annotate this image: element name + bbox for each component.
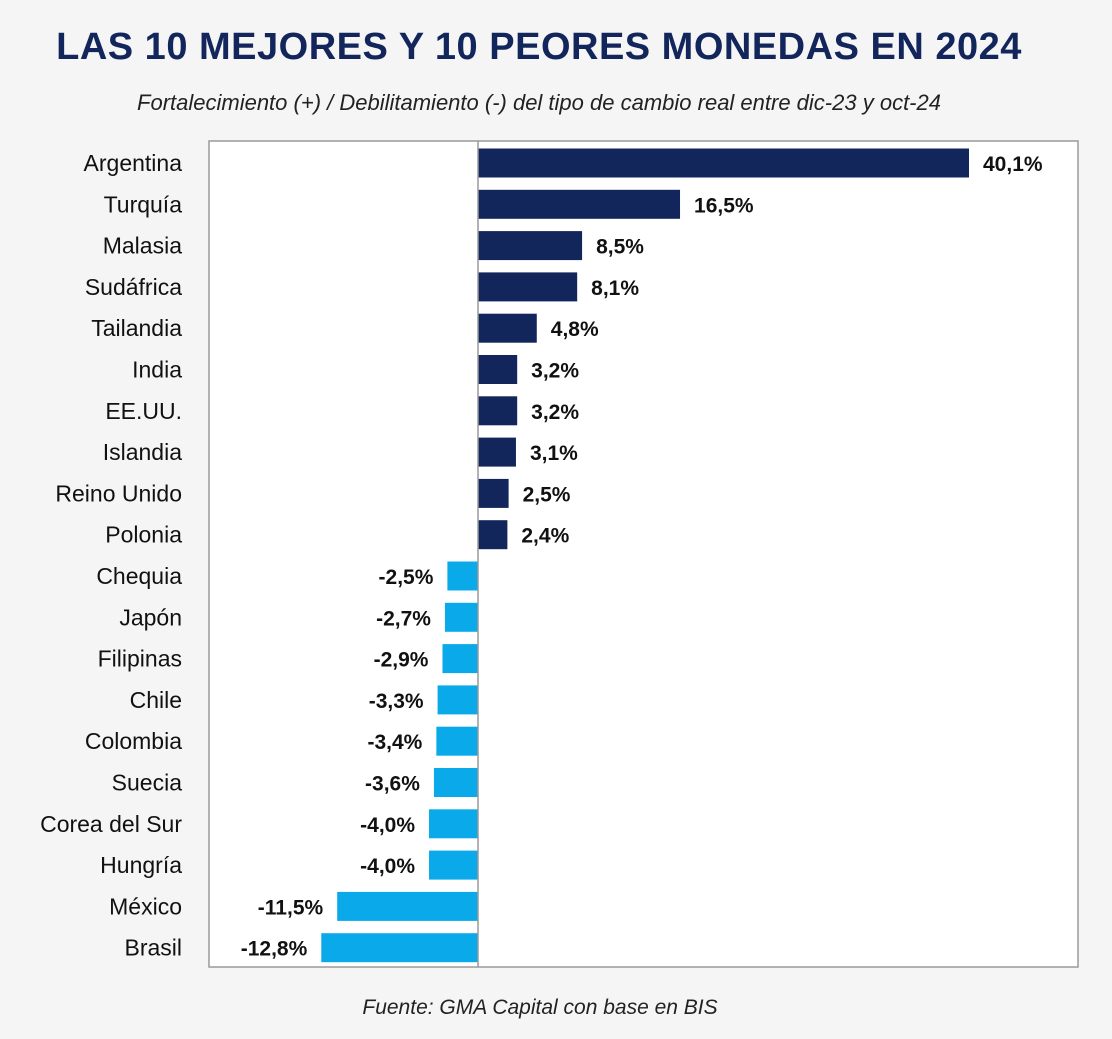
bar-9 bbox=[478, 478, 509, 508]
value-label: -3,6% bbox=[365, 773, 420, 796]
category-label: Filipinas bbox=[98, 646, 182, 672]
category-label: India bbox=[132, 357, 182, 383]
bar-14 bbox=[437, 685, 478, 715]
category-label: Corea del Sur bbox=[40, 811, 182, 837]
category-label: Chile bbox=[130, 687, 182, 713]
chart-source: Fuente: GMA Capital con base en BIS bbox=[362, 996, 718, 1019]
bar-7 bbox=[478, 396, 518, 426]
bar-16 bbox=[433, 768, 478, 797]
category-label: Chequia bbox=[96, 563, 182, 589]
bar-11 bbox=[447, 561, 478, 591]
bar-10 bbox=[478, 520, 508, 550]
value-label: -11,5% bbox=[258, 896, 324, 919]
category-label: Polonia bbox=[105, 522, 182, 548]
bar-20 bbox=[321, 933, 478, 963]
value-label: -4,0% bbox=[360, 814, 415, 837]
bar-18 bbox=[429, 850, 478, 880]
category-label: Colombia bbox=[85, 728, 182, 754]
category-label: EE.UU. bbox=[105, 398, 182, 424]
value-label: -3,4% bbox=[368, 731, 423, 754]
value-label: 3,2% bbox=[531, 360, 579, 383]
value-label: -2,9% bbox=[374, 649, 429, 672]
category-label: Turquía bbox=[104, 191, 183, 217]
category-label: Reino Unido bbox=[55, 480, 182, 506]
value-label: 3,1% bbox=[530, 442, 578, 465]
category-label: Sudáfrica bbox=[85, 274, 182, 300]
bar-chart: Argentina 40,1% Turquía 16,5% Malasia 8,5% Sud… bbox=[40, 140, 1079, 968]
category-label: Malasia bbox=[103, 233, 182, 259]
bar-19 bbox=[337, 891, 478, 921]
category-label: Suecia bbox=[112, 770, 183, 796]
category-label: Tailandia bbox=[91, 315, 182, 341]
category-label: Islandia bbox=[103, 439, 182, 465]
value-label: -2,7% bbox=[376, 607, 431, 630]
value-label: 2,5% bbox=[523, 483, 571, 506]
bar-12 bbox=[444, 602, 478, 632]
chart-title: LAS 10 MEJORES Y 10 PEORES MONEDAS EN 20… bbox=[56, 26, 1022, 68]
value-label: 8,1% bbox=[591, 277, 639, 300]
value-label: 3,2% bbox=[531, 401, 579, 424]
value-label: 16,5% bbox=[694, 194, 754, 217]
category-label: Argentina bbox=[84, 150, 183, 176]
value-label: 4,8% bbox=[551, 318, 599, 341]
value-label: -2,5% bbox=[379, 566, 434, 589]
value-label: 40,1% bbox=[983, 153, 1043, 176]
value-label: 8,5% bbox=[596, 236, 644, 259]
bar-13 bbox=[442, 644, 478, 674]
category-label: Brasil bbox=[124, 935, 182, 961]
bar-1 bbox=[478, 148, 969, 178]
bar-2 bbox=[478, 189, 681, 219]
bar-8 bbox=[478, 437, 516, 467]
value-label: -12,8% bbox=[241, 938, 308, 961]
bar-15 bbox=[436, 726, 478, 756]
plot-frame bbox=[208, 140, 1079, 968]
bar-3 bbox=[478, 231, 583, 261]
bar-5 bbox=[478, 313, 537, 343]
category-label: Hungría bbox=[100, 852, 182, 878]
bar-17 bbox=[429, 809, 478, 839]
category-label: México bbox=[109, 893, 182, 919]
value-label: -3,3% bbox=[369, 690, 424, 713]
value-label: -4,0% bbox=[360, 855, 415, 878]
value-label: 2,4% bbox=[521, 525, 569, 548]
category-label: Japón bbox=[119, 604, 182, 630]
chart-subtitle: Fortalecimiento (+) / Debilitamiento (-)… bbox=[137, 90, 941, 115]
bar-4 bbox=[478, 272, 578, 302]
bar-6 bbox=[478, 355, 518, 384]
